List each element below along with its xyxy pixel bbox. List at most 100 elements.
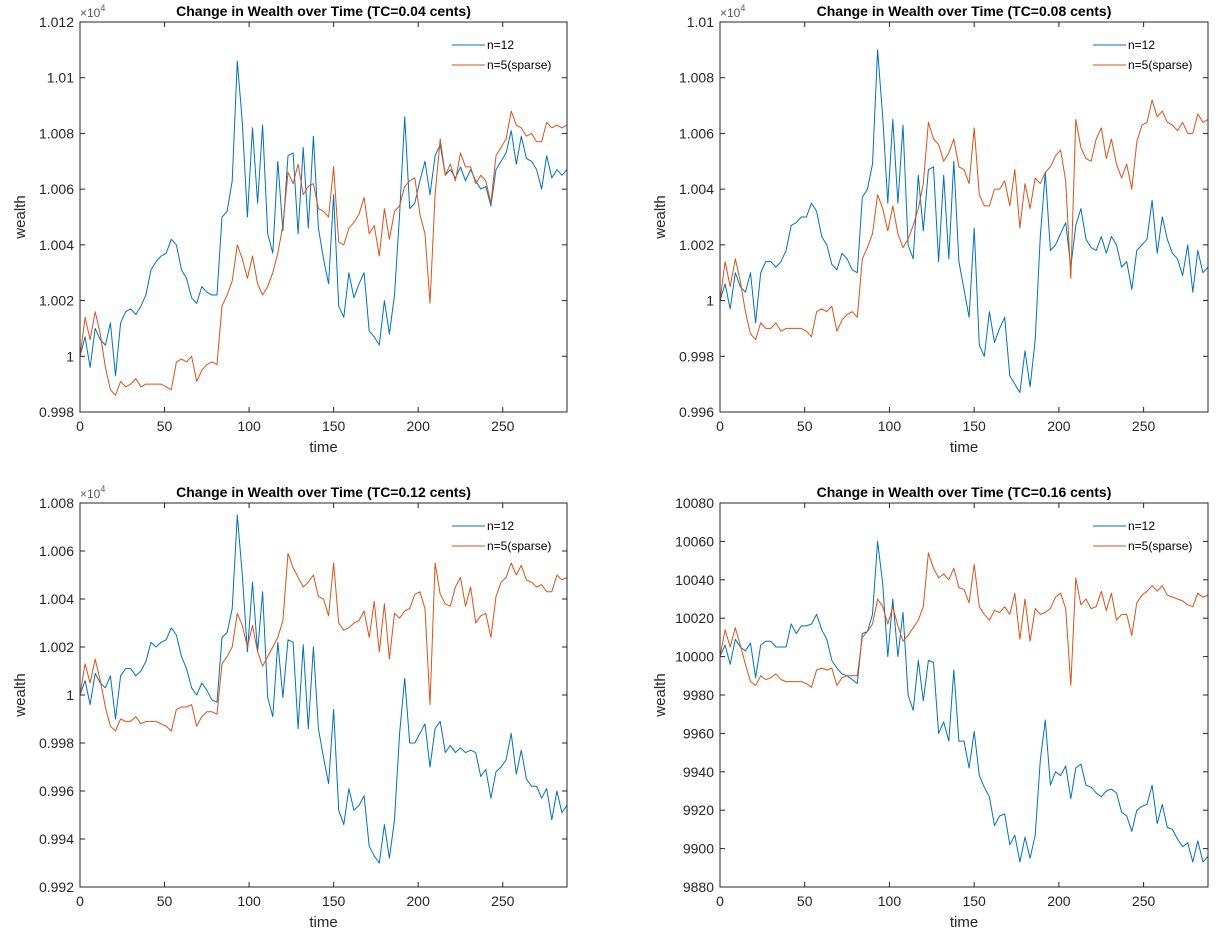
- chart-title: Change in Wealth over Time (TC=0.12 cent…: [176, 484, 471, 500]
- legend-label-n12: n=12: [1128, 38, 1155, 52]
- x-tick-label: 100: [237, 418, 261, 434]
- y-tick-label: 0.994: [39, 831, 74, 847]
- y-axis-label: wealth: [652, 195, 669, 239]
- y-tick-label: 10060: [675, 533, 714, 549]
- legend-label-n12: n=12: [487, 519, 514, 533]
- subplot-tc-0-16: 0 50 100 150 200 250 9880 9900 9920 9940 9960 9980 1…: [609, 472, 1218, 945]
- wealth-chart-tc-0-12: 0 50 100 150 200 250 0.992 0.994 0.996 0.998 1 1.00…: [12, 484, 568, 931]
- x-tick-label: 100: [237, 893, 261, 909]
- x-axis-label: time: [950, 914, 978, 931]
- y-tick-label: 0.998: [39, 735, 74, 751]
- wealth-chart-tc-0-04: 0 50 100 150 200 250 0.998 1 1.002 1.004 1.006 1.00…: [12, 3, 568, 456]
- x-tick-label: 200: [1047, 893, 1071, 909]
- series-line-n5-sparse: [720, 99, 1208, 341]
- x-tick-label: 150: [322, 893, 346, 909]
- series-group: [720, 49, 1208, 393]
- y-tick-label: 1.004: [679, 181, 714, 197]
- series-line-n5-sparse: [80, 110, 567, 396]
- y-tick-label: 1: [66, 348, 74, 364]
- y-axis-multiplier: ×104: [80, 3, 105, 20]
- y-tick-label: 1.012: [39, 14, 74, 30]
- y-tick-label: 0.998: [39, 404, 74, 420]
- x-axis-label: time: [309, 439, 337, 456]
- y-tick-label: 10000: [675, 649, 714, 665]
- y-tick-label: 1.01: [47, 70, 74, 86]
- series-line-n5-sparse: [80, 552, 567, 732]
- x-tick-label: 0: [716, 893, 724, 909]
- y-tick-label: 10040: [675, 572, 714, 588]
- plot-area: [80, 22, 567, 412]
- y-tick-label: 10020: [675, 610, 714, 626]
- y-axis-multiplier-exponent: 4: [740, 3, 745, 13]
- axes-box: [79, 21, 568, 413]
- y-tick-label: 1.006: [39, 543, 74, 559]
- x-tick-label: 0: [76, 893, 84, 909]
- series-line-n12: [720, 49, 1208, 393]
- x-tick-label: 250: [1132, 418, 1156, 434]
- y-axis-multiplier: ×104: [80, 484, 105, 501]
- y-tick-label: 0.998: [679, 348, 714, 364]
- legend-label-n5-sparse: n=5(sparse): [487, 539, 551, 553]
- y-tick-label: 0.992: [39, 879, 74, 895]
- y-tick-label: 1.002: [679, 237, 714, 253]
- y-tick-label: 9880: [683, 879, 714, 895]
- x-tick-label: 0: [76, 418, 84, 434]
- wealth-chart-tc-0-16: 0 50 100 150 200 250 9880 9900 9920 9940 9960 9980 1…: [652, 484, 1209, 931]
- legend-label-n5-sparse: n=5(sparse): [487, 58, 551, 72]
- x-tick-label: 200: [407, 418, 431, 434]
- y-tick-label: 1.004: [39, 591, 74, 607]
- legend-label-n5-sparse: n=5(sparse): [1128, 58, 1192, 72]
- axes-box: [719, 21, 1209, 413]
- chart-title: Change in Wealth over Time (TC=0.16 cent…: [817, 484, 1112, 500]
- y-tick-label: 1.002: [39, 639, 74, 655]
- y-tick-label: 1.006: [679, 125, 714, 141]
- x-tick-label: 250: [491, 418, 515, 434]
- x-tick-label: 150: [962, 418, 986, 434]
- series-line-n5-sparse: [720, 552, 1208, 688]
- x-tick-label: 50: [797, 893, 813, 909]
- subplot-tc-0-04: 0 50 100 150 200 250 0.998 1 1.002 1.004 1.006 1.00…: [0, 0, 609, 472]
- y-tick-label: 1.002: [39, 293, 74, 309]
- plot-area: [80, 503, 567, 887]
- y-tick-label: 1.008: [39, 495, 74, 511]
- plot-area: [720, 503, 1208, 887]
- y-axis-multiplier-exponent: 4: [100, 3, 105, 13]
- y-tick-label: 9940: [683, 764, 714, 780]
- x-tick-label: 50: [797, 418, 813, 434]
- y-tick-label: 1: [66, 687, 74, 703]
- y-tick-label: 1.01: [687, 14, 714, 30]
- series-line-n12: [80, 60, 567, 377]
- x-tick-label: 150: [322, 418, 346, 434]
- x-tick-label: 100: [878, 893, 902, 909]
- y-tick-label: 9980: [683, 687, 714, 703]
- x-tick-label: 0: [716, 418, 724, 434]
- x-tick-label: 200: [407, 893, 431, 909]
- subplot-tc-0-08: 0 50 100 150 200 250 0.996 0.998 1 1.002 1.004 1.00…: [609, 0, 1218, 472]
- chart-title: Change in Wealth over Time (TC=0.08 cent…: [817, 3, 1112, 19]
- y-axis-label: wealth: [12, 673, 29, 717]
- y-tick-label: 1.008: [39, 125, 74, 141]
- y-tick-label: 1.004: [39, 237, 74, 253]
- x-tick-label: 250: [1132, 893, 1156, 909]
- x-tick-label: 250: [491, 893, 515, 909]
- y-axis-label: wealth: [652, 673, 669, 717]
- y-tick-label: 1: [706, 293, 714, 309]
- series-line-n12: [720, 540, 1208, 863]
- y-tick-label: 0.996: [679, 404, 714, 420]
- legend-label-n5-sparse: n=5(sparse): [1128, 539, 1192, 553]
- series-group: [80, 514, 567, 864]
- wealth-chart-tc-0-08: 0 50 100 150 200 250 0.996 0.998 1 1.002 1.004 1.00…: [652, 3, 1209, 456]
- x-tick-label: 50: [157, 893, 173, 909]
- y-tick-label: 9920: [683, 802, 714, 818]
- series-group: [720, 540, 1208, 863]
- y-axis-label: wealth: [12, 195, 29, 239]
- y-tick-label: 0.996: [39, 783, 74, 799]
- chart-title: Change in Wealth over Time (TC=0.04 cent…: [176, 3, 471, 19]
- subplot-tc-0-12: 0 50 100 150 200 250 0.992 0.994 0.996 0.998 1 1.00…: [0, 472, 609, 945]
- x-axis-label: time: [950, 439, 978, 456]
- x-tick-label: 200: [1047, 418, 1071, 434]
- x-tick-label: 100: [878, 418, 902, 434]
- y-axis-multiplier-exponent: 4: [100, 484, 105, 494]
- x-tick-label: 50: [157, 418, 173, 434]
- plot-area: [720, 22, 1208, 412]
